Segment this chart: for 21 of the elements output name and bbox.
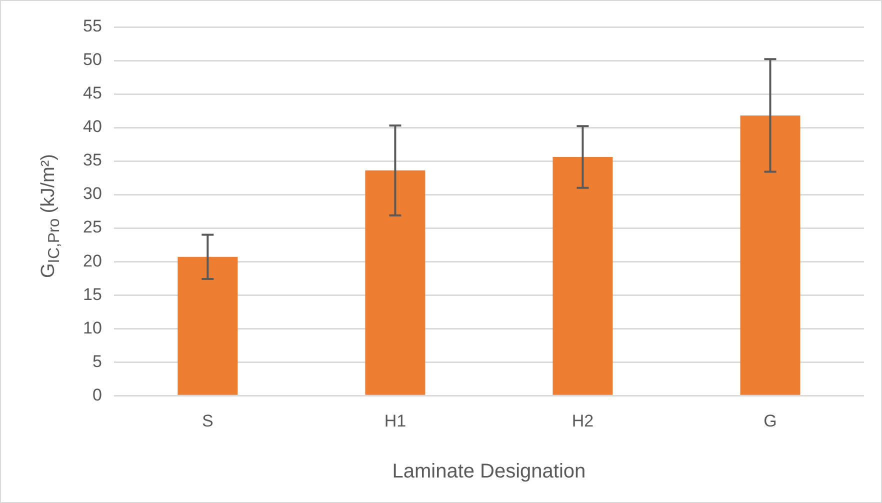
y-tick-label: 15: [82, 284, 102, 304]
y-tick-label: 30: [82, 184, 102, 204]
y-tick-label: 10: [82, 318, 102, 338]
y-tick-label: 50: [82, 50, 102, 70]
bar: [552, 157, 613, 395]
y-tick-label: 55: [82, 16, 102, 36]
bar: [178, 256, 238, 395]
y-tick-label: 35: [82, 150, 102, 170]
y-tick-label: 45: [82, 84, 102, 103]
y-tick-label: 25: [82, 218, 102, 237]
y-tick-label: 5: [92, 352, 102, 371]
x-tick-label: S: [202, 411, 214, 430]
y-tick-label: 0: [92, 385, 102, 404]
bar: [740, 115, 800, 395]
x-tick-label: G: [764, 411, 777, 430]
y-tick-label: 40: [82, 117, 102, 136]
y-tick-label: 20: [82, 251, 102, 270]
x-axis-title: Laminate Designation: [392, 460, 586, 483]
x-tick-label: H2: [572, 411, 594, 430]
x-tick-label: H1: [384, 411, 406, 430]
bar: [365, 170, 426, 395]
